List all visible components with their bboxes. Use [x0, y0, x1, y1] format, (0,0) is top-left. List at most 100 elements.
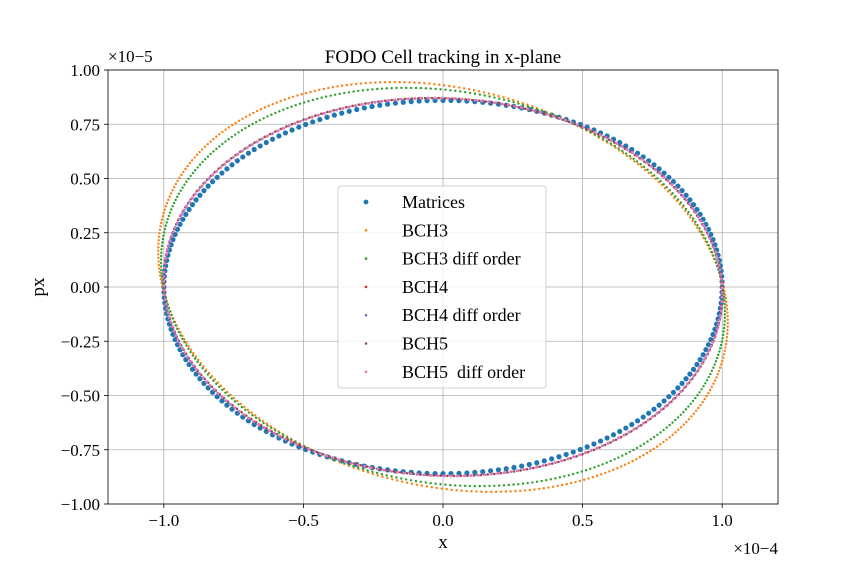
- data-point: [598, 133, 602, 137]
- data-point: [609, 138, 613, 142]
- data-point: [224, 128, 227, 131]
- data-point: [310, 119, 316, 125]
- data-point: [656, 177, 659, 180]
- data-point: [549, 114, 552, 117]
- data-point: [541, 458, 547, 464]
- data-point: [361, 467, 365, 471]
- data-point: [193, 156, 196, 159]
- data-point: [187, 200, 191, 204]
- data-point: [160, 268, 163, 272]
- legend-box: [337, 185, 547, 389]
- data-point: [331, 456, 335, 460]
- data-point: [174, 198, 177, 202]
- data-point: [245, 418, 252, 424]
- data-point: [186, 361, 192, 368]
- data-point: [617, 147, 620, 150]
- data-point: [166, 311, 170, 315]
- data-point: [179, 334, 182, 337]
- data-point: [409, 472, 413, 476]
- data-point: [693, 223, 697, 226]
- data-point: [477, 90, 481, 93]
- data-point: [179, 189, 182, 192]
- data-point: [163, 261, 167, 265]
- data-point: [720, 304, 723, 308]
- data-point: [715, 327, 719, 331]
- data-point: [187, 347, 190, 351]
- data-point: [162, 231, 166, 234]
- x-tick-label: 0.0: [432, 511, 453, 530]
- data-point: [400, 477, 403, 480]
- x-tick-label: −1.0: [148, 511, 179, 530]
- data-point: [722, 295, 726, 299]
- data-point: [622, 433, 626, 437]
- data-point: [625, 433, 628, 436]
- data-point: [601, 137, 604, 141]
- data-point: [466, 474, 470, 477]
- data-point: [656, 402, 662, 408]
- data-point: [723, 316, 727, 320]
- data-point: [303, 121, 309, 128]
- data-point: [463, 474, 467, 478]
- data-point: [519, 463, 525, 469]
- data-point: [549, 456, 555, 462]
- data-point: [398, 80, 401, 84]
- data-point: [573, 122, 576, 126]
- data-point: [571, 472, 575, 476]
- data-point: [413, 97, 416, 100]
- data-point: [307, 100, 310, 103]
- data-point: [218, 166, 222, 170]
- data-point: [177, 221, 183, 227]
- data-point: [569, 481, 573, 485]
- data-point: [567, 473, 570, 477]
- data-point: [268, 133, 272, 136]
- data-point: [240, 411, 243, 414]
- data-point: [279, 127, 282, 131]
- data-point: [661, 398, 667, 404]
- data-point: [662, 182, 665, 186]
- data-point: [371, 88, 374, 91]
- data-point: [221, 130, 224, 134]
- data-point: [607, 138, 610, 141]
- data-point: [244, 126, 247, 130]
- data-point: [393, 80, 396, 84]
- data-point: [230, 135, 234, 139]
- data-point: [513, 104, 517, 108]
- data-point: [281, 436, 284, 439]
- data-point: [708, 236, 712, 240]
- data-point: [174, 334, 178, 338]
- data-point: [419, 86, 423, 90]
- data-point: [160, 272, 163, 275]
- data-point: [326, 110, 329, 114]
- data-point: [514, 489, 517, 493]
- data-point: [502, 484, 506, 487]
- data-point: [709, 372, 712, 376]
- data-point: [189, 350, 192, 354]
- data-point: [642, 165, 646, 169]
- data-point: [329, 94, 332, 97]
- data-point: [263, 428, 269, 435]
- data-point: [614, 438, 618, 441]
- data-point: [679, 201, 683, 204]
- data-point: [472, 89, 476, 92]
- data-point: [291, 95, 295, 99]
- data-point: [380, 473, 384, 476]
- data-point: [468, 91, 472, 95]
- data-point: [167, 198, 170, 202]
- data-point: [617, 436, 621, 440]
- data-point: [366, 469, 369, 472]
- data-point: [449, 483, 452, 487]
- data-point: [689, 402, 692, 406]
- data-point: [700, 233, 703, 236]
- data-point: [567, 120, 570, 123]
- data-point: [593, 448, 596, 451]
- data-point: [287, 124, 291, 128]
- data-point: [519, 489, 522, 493]
- data-point: [181, 347, 184, 351]
- data-point: [516, 100, 520, 103]
- data-point: [400, 99, 406, 105]
- data-point: [400, 86, 403, 90]
- data-point: [563, 451, 569, 458]
- data-point: [258, 419, 262, 422]
- data-point: [258, 118, 262, 122]
- data-points: [157, 80, 729, 494]
